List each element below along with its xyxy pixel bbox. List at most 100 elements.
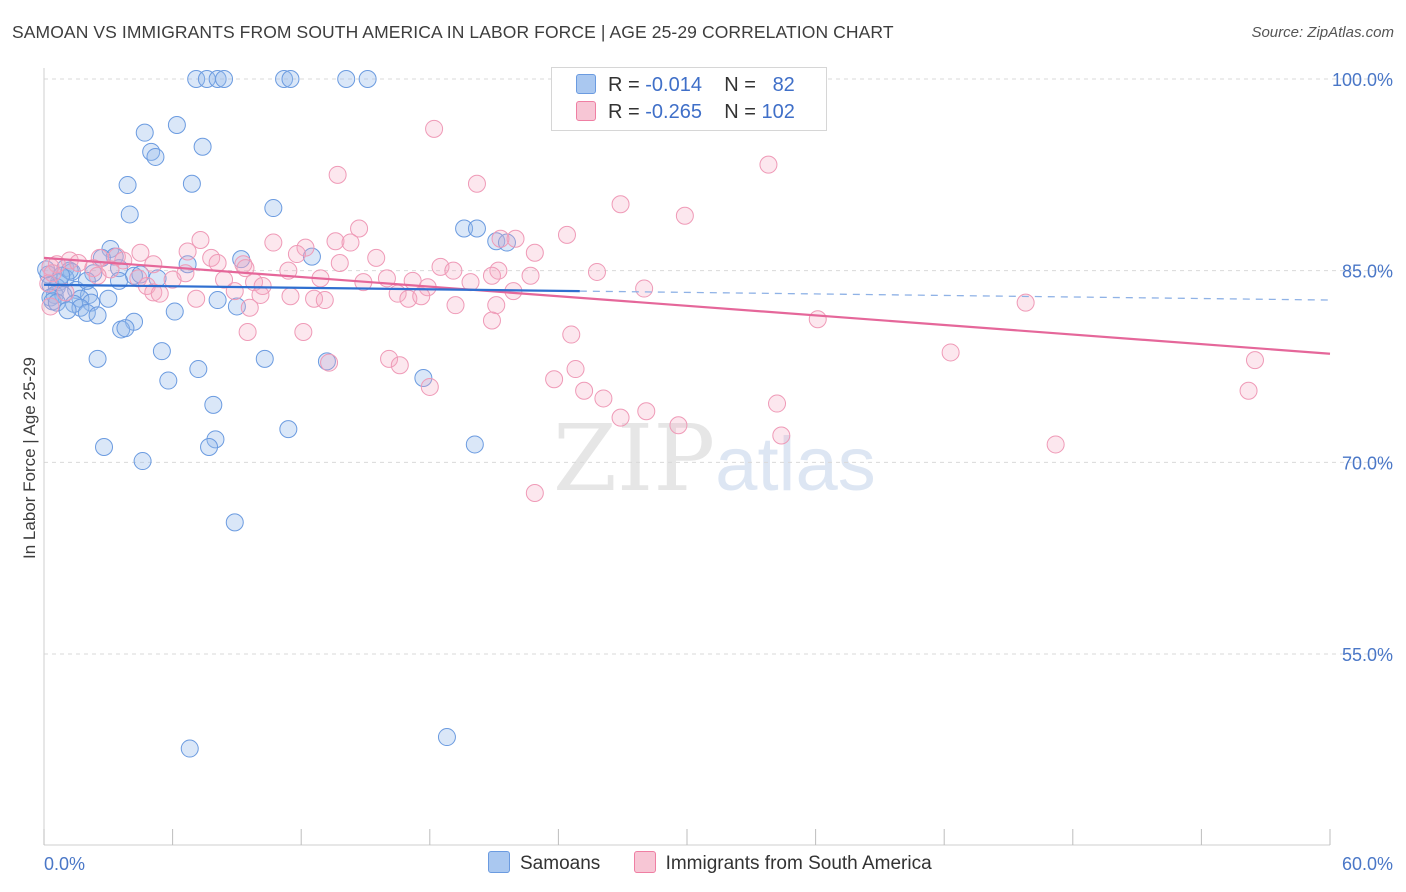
samoans-point	[206, 430, 225, 449]
immigrants-point	[144, 255, 163, 274]
y-tick-label: 55.0%	[1342, 645, 1393, 665]
samoans-point	[135, 123, 154, 142]
samoans-point	[279, 420, 298, 439]
immigrants-point	[315, 291, 334, 310]
immigrants-point	[56, 283, 75, 302]
immigrants-point	[412, 287, 431, 306]
immigrants-point	[467, 174, 486, 193]
samoans-point	[159, 371, 178, 390]
legend-r-label: R =	[608, 74, 640, 96]
immigrants-point	[144, 283, 163, 302]
grid-lines	[44, 78, 1392, 655]
immigrants-point	[88, 266, 107, 285]
legend-item-samoans: Samoans	[488, 851, 600, 875]
immigrants-point	[1016, 293, 1035, 312]
immigrants-point	[43, 264, 62, 283]
samoans-point	[193, 137, 212, 156]
immigrants-point	[446, 296, 465, 315]
x-tick-label: 0.0%	[44, 854, 85, 874]
legend-r-label: R =	[608, 101, 640, 123]
legend-n-label: N =	[724, 74, 756, 96]
immigrants-point	[482, 311, 501, 330]
samoans-point	[437, 728, 456, 747]
immigrants-point	[425, 119, 444, 138]
immigrants-point	[675, 206, 694, 225]
immigrants-point	[566, 360, 585, 379]
immigrants-point	[350, 219, 369, 238]
samoans-point	[302, 247, 321, 266]
samoans-point	[152, 342, 171, 361]
samoans-point	[167, 116, 186, 134]
y-tick-label: 85.0%	[1342, 262, 1393, 282]
source-credit: Source: ZipAtlas.com	[1251, 24, 1394, 41]
immigrants-point	[491, 229, 510, 248]
samoans-point	[118, 176, 137, 195]
immigrants-point	[575, 381, 594, 400]
samoans-point	[227, 297, 246, 316]
samoans-point	[467, 219, 486, 238]
samoans-point	[120, 205, 139, 224]
immigrants-point	[294, 323, 313, 341]
immigrants-point	[506, 229, 525, 248]
immigrants-point	[594, 389, 613, 408]
samoans-trend-extension	[579, 290, 1331, 301]
watermark-zip: ZIP	[553, 405, 716, 512]
samoans-point	[208, 291, 227, 310]
legend-swatch-immigrants	[633, 851, 656, 873]
immigrants-point	[808, 310, 827, 329]
samoans-point	[275, 70, 294, 88]
watermark-atlas: atlas	[715, 422, 876, 507]
immigrants-point	[187, 289, 206, 308]
immigrants-point	[264, 233, 283, 252]
samoans-point	[187, 70, 206, 88]
samoans-point	[47, 278, 66, 297]
samoans-point	[133, 452, 152, 471]
samoans-point	[116, 319, 135, 338]
immigrants-point	[341, 233, 360, 252]
legend-label-immigrants: Immigrants from South America	[665, 853, 932, 874]
immigrants-point	[587, 262, 606, 281]
immigrants-point	[562, 325, 581, 344]
immigrants-point	[482, 266, 501, 285]
immigrants-point	[69, 254, 88, 272]
immigrants-point	[525, 243, 544, 262]
tick-labels: 55.0% 70.0% 85.0% 100.0% 0.0% 60.0%	[44, 70, 1393, 874]
immigrants-point	[521, 266, 540, 285]
samoans-point	[146, 147, 165, 166]
immigrants-point	[635, 279, 654, 298]
samoans-point	[264, 199, 283, 218]
x-tick-label: 60.0%	[1342, 854, 1393, 874]
immigrants-point	[240, 298, 259, 317]
immigrants-point	[557, 225, 576, 244]
samoans-point	[208, 70, 227, 88]
immigrants-point	[545, 370, 564, 389]
immigrants-point	[281, 287, 300, 306]
immigrants-trend-line	[43, 256, 1331, 355]
samoans-point	[189, 360, 208, 379]
immigrants-points	[39, 70, 1264, 502]
samoans-point	[182, 174, 201, 193]
trend-lines	[43, 256, 1331, 355]
samoans-point	[337, 70, 356, 88]
stats-legend: R = -0.014 N = 82 R = -0.265 N = 102	[551, 67, 827, 131]
immigrants-point	[39, 274, 58, 293]
immigrants-point	[444, 261, 463, 280]
immigrants-point	[225, 282, 244, 301]
chart-title: SAMOAN VS IMMIGRANTS FROM SOUTH AMERICA …	[12, 22, 894, 42]
immigrants-point	[253, 277, 272, 295]
samoans-trend-line	[43, 283, 580, 293]
immigrants-point	[367, 248, 386, 267]
axes	[43, 68, 1331, 846]
legend-n-label: N =	[724, 101, 756, 123]
immigrants-point	[208, 254, 227, 272]
samoans-point	[281, 70, 300, 88]
immigrants-point	[768, 394, 787, 413]
immigrants-point	[150, 284, 169, 303]
immigrants-point	[390, 356, 409, 375]
y-tick-label: 100.0%	[1332, 70, 1393, 90]
immigrants-point	[941, 343, 960, 362]
samoans-point	[200, 438, 219, 456]
immigrants-point	[759, 155, 778, 174]
y-axis-title: In Labor Force | Age 25-29	[20, 357, 39, 559]
